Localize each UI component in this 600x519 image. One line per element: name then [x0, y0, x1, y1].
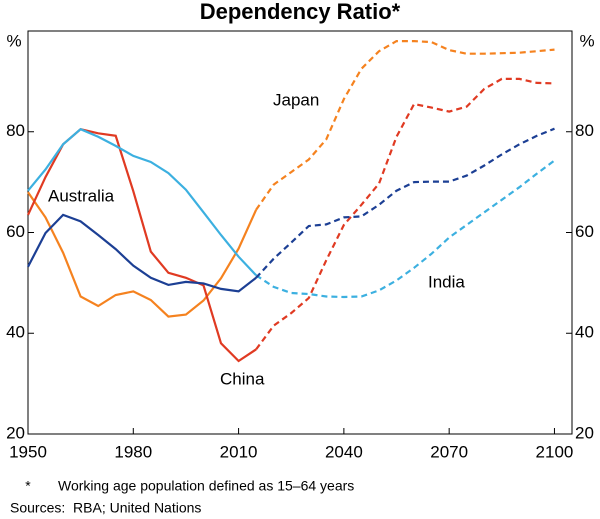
y-tick-label-right: 20 — [575, 423, 594, 442]
y-tick-label-right: 40 — [575, 323, 594, 342]
series-label: Japan — [273, 90, 319, 109]
source: Sources: RBA; United Nations — [10, 500, 201, 516]
footnote: Working age population defined as 15–64 … — [58, 478, 354, 494]
x-tick-label: 2040 — [325, 442, 363, 461]
series-line — [27, 127, 257, 277]
footnote-marker: * — [25, 478, 31, 494]
series-line — [27, 191, 258, 318]
series-line-projected — [255, 159, 556, 299]
series-line-projected — [255, 40, 555, 211]
y-tick-label: 60 — [6, 222, 25, 241]
y-unit-left: % — [6, 31, 21, 50]
series-line-projected — [255, 127, 555, 279]
y-unit-right: % — [579, 31, 594, 50]
x-tick-label: 2070 — [430, 442, 468, 461]
y-tick-label: 20 — [6, 423, 25, 442]
y-tick-label: 80 — [6, 121, 25, 140]
series-line — [27, 128, 257, 363]
series-label: Australia — [48, 186, 115, 205]
x-tick-label: 1950 — [9, 442, 47, 461]
series-label: China — [220, 369, 265, 388]
series-line-projected — [255, 77, 555, 351]
x-tick-label: 1980 — [114, 442, 152, 461]
x-tick-label: 2010 — [220, 442, 258, 461]
series-line — [27, 213, 257, 293]
y-tick-label-right: 80 — [575, 121, 594, 140]
y-tick-label: 40 — [6, 323, 25, 342]
series-label: India — [428, 272, 465, 291]
x-tick-label: 2100 — [536, 442, 574, 461]
y-tick-label-right: 60 — [575, 222, 594, 241]
chart-title: Dependency Ratio* — [200, 0, 401, 24]
